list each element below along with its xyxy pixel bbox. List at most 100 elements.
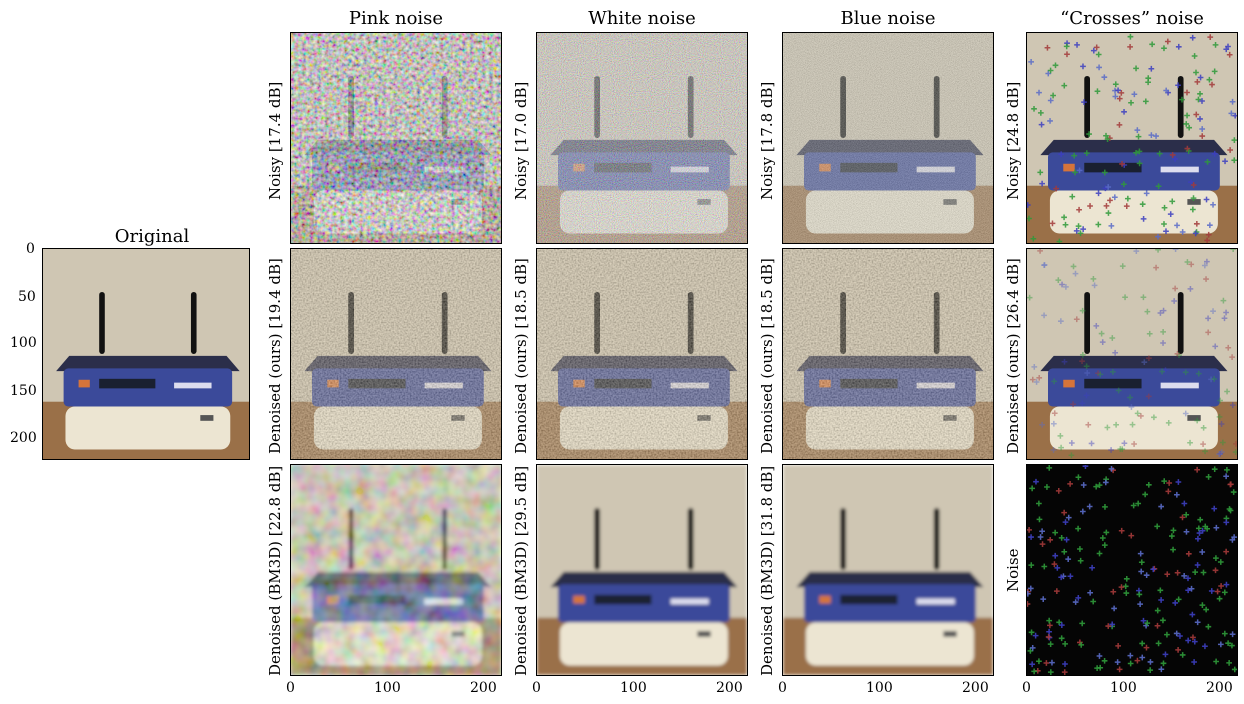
cross-mark <box>1212 41 1219 48</box>
cross-mark <box>1028 534 1034 540</box>
cross-mark <box>1217 641 1224 648</box>
cross-mark <box>1183 511 1190 518</box>
cross-mark <box>1065 514 1072 521</box>
cross-mark <box>1223 581 1230 588</box>
cross-mark <box>1134 410 1141 417</box>
cross-mark <box>1135 500 1142 507</box>
cross-mark <box>1218 583 1224 589</box>
panel-pink-bm3d <box>290 464 502 676</box>
cross-mark <box>1217 450 1224 457</box>
cross-mark <box>1079 620 1086 627</box>
cross-mark <box>1103 203 1110 209</box>
cross-mark <box>1083 150 1090 157</box>
cross-mark <box>1076 167 1083 174</box>
x-tick-label: 100 <box>620 680 647 696</box>
cross-mark <box>1199 527 1206 534</box>
cross-mark <box>1223 46 1230 53</box>
cross-mark <box>1166 480 1173 486</box>
cross-mark <box>1045 70 1052 77</box>
cross-mark <box>1136 160 1143 167</box>
cross-mark <box>1067 481 1073 487</box>
cross-mark <box>1090 47 1097 54</box>
cross-mark <box>1229 402 1236 408</box>
cross-mark <box>1088 440 1095 447</box>
cross-mark <box>1205 231 1212 238</box>
cross-mark <box>1139 654 1146 661</box>
cross-mark <box>1095 221 1102 228</box>
cross-mark <box>1029 661 1036 668</box>
cross-mark <box>1216 595 1223 602</box>
cross-mark <box>1133 65 1139 72</box>
cross-mark <box>1052 62 1059 69</box>
cross-mark <box>1164 571 1171 578</box>
cross-mark <box>1222 158 1228 165</box>
cross-mark <box>1029 376 1036 383</box>
cross-mark <box>1029 485 1036 492</box>
cross-mark <box>1140 617 1147 624</box>
cross-mark <box>1232 112 1237 119</box>
cross-mark <box>1165 420 1172 426</box>
cross-mark <box>1077 557 1084 564</box>
panel-pink-noisy <box>290 32 502 244</box>
cross-mark <box>1073 228 1080 234</box>
cross-mark <box>1083 392 1090 399</box>
cross-mark <box>1190 195 1197 201</box>
cross-mark <box>1202 523 1209 530</box>
cross-mark <box>1190 182 1197 188</box>
cross-mark <box>1143 190 1150 197</box>
cross-mark <box>1203 276 1209 282</box>
cross-mark <box>1033 478 1039 485</box>
x-tick-label: 200 <box>1206 680 1233 696</box>
cross-mark <box>1111 194 1118 201</box>
cross-mark <box>1194 417 1201 424</box>
cross-mark <box>1069 193 1076 200</box>
cross-mark <box>1078 642 1085 648</box>
cross-mark <box>1179 652 1186 658</box>
cross-mark <box>1169 152 1176 158</box>
cross-mark <box>1220 439 1226 446</box>
cross-mark <box>1093 483 1100 490</box>
cross-mark <box>1064 51 1070 58</box>
cross-mark <box>1211 376 1218 382</box>
cross-mark <box>1041 262 1047 269</box>
cross-mark <box>1188 585 1195 592</box>
cross-mark <box>1144 620 1151 626</box>
rowlabel-pink-noisy: Noisy [17.4 dB] <box>266 81 284 200</box>
cross-mark <box>1055 277 1062 283</box>
cross-mark <box>1108 466 1115 472</box>
rowlabel-crosses-noisy: Noisy [24.8 dB] <box>1004 81 1022 200</box>
cross-mark <box>1184 89 1190 96</box>
cross-mark <box>1047 536 1054 543</box>
cross-mark <box>1134 127 1141 134</box>
cross-mark <box>1123 203 1130 209</box>
cross-mark <box>1163 87 1170 94</box>
cross-mark <box>1058 622 1065 629</box>
rowlabel-white-noisy: Noisy [17.0 dB] <box>512 81 530 200</box>
cross-mark <box>1200 424 1207 431</box>
cross-mark <box>1090 598 1097 605</box>
cross-mark <box>1027 648 1034 654</box>
cross-mark <box>1109 369 1116 375</box>
x-tick-label: 0 <box>286 680 295 696</box>
cross-mark <box>1079 400 1086 407</box>
cross-mark <box>1140 215 1147 222</box>
cross-mark <box>1102 479 1109 486</box>
cross-mark <box>1079 508 1086 515</box>
cross-mark <box>1197 90 1203 97</box>
cross-mark <box>1144 308 1151 315</box>
cross-mark <box>1058 151 1065 158</box>
cross-mark <box>1231 157 1237 164</box>
cross-mark <box>1170 527 1177 534</box>
cross-mark <box>1118 527 1125 534</box>
cross-mark <box>1172 285 1178 292</box>
panel-white-bm3d <box>536 464 748 676</box>
cross-mark <box>1119 161 1125 167</box>
cross-mark <box>1185 587 1192 594</box>
cross-mark <box>1071 152 1078 159</box>
x-tick-label: 100 <box>1110 680 1137 696</box>
cross-mark <box>1229 642 1235 649</box>
cross-mark <box>1143 644 1150 651</box>
panel-blue-bm3d <box>782 464 994 676</box>
cross-mark <box>1036 89 1042 96</box>
cross-mark <box>1141 359 1148 366</box>
